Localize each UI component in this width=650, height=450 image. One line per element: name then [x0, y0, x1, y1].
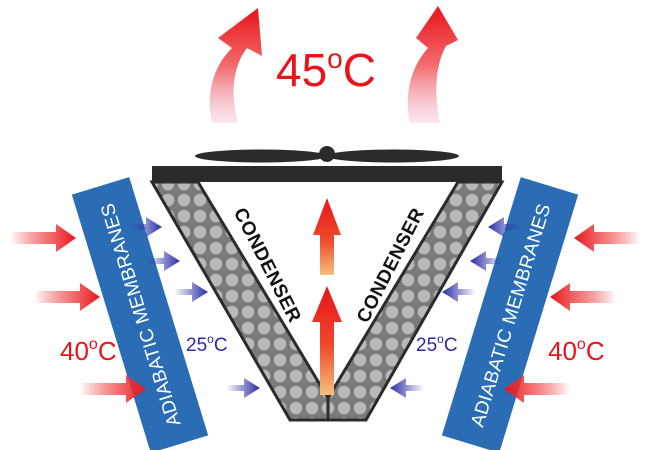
cool-air-arrow-icon: [128, 217, 260, 398]
membrane-left: [71, 177, 209, 450]
condenser-frame-top: [152, 166, 502, 182]
cooled-temperature-left: 25oC: [186, 332, 228, 356]
ambient-temperature-left: 40oC: [60, 336, 117, 366]
hot-air-in-arrow-icon: [10, 224, 146, 403]
hot-air-up-arrow-icon: [209, 8, 262, 123]
membrane-right: [441, 177, 579, 450]
hot-air-up-arrow-icon: [312, 286, 342, 395]
cool-air-arrow-icon: [390, 217, 522, 398]
hot-air-up-arrow-icon: [313, 198, 341, 275]
hot-air-up-arrow-icon: [407, 6, 458, 123]
condenser-right-coil: [326, 180, 505, 422]
cooled-temperature-right: 25oC: [416, 332, 458, 356]
ambient-temperature-right: 40oC: [548, 336, 605, 366]
fan-icon: [195, 146, 459, 163]
hot-air-in-arrow-icon: [504, 224, 640, 403]
outlet-temperature-label: 45oC: [276, 43, 376, 96]
